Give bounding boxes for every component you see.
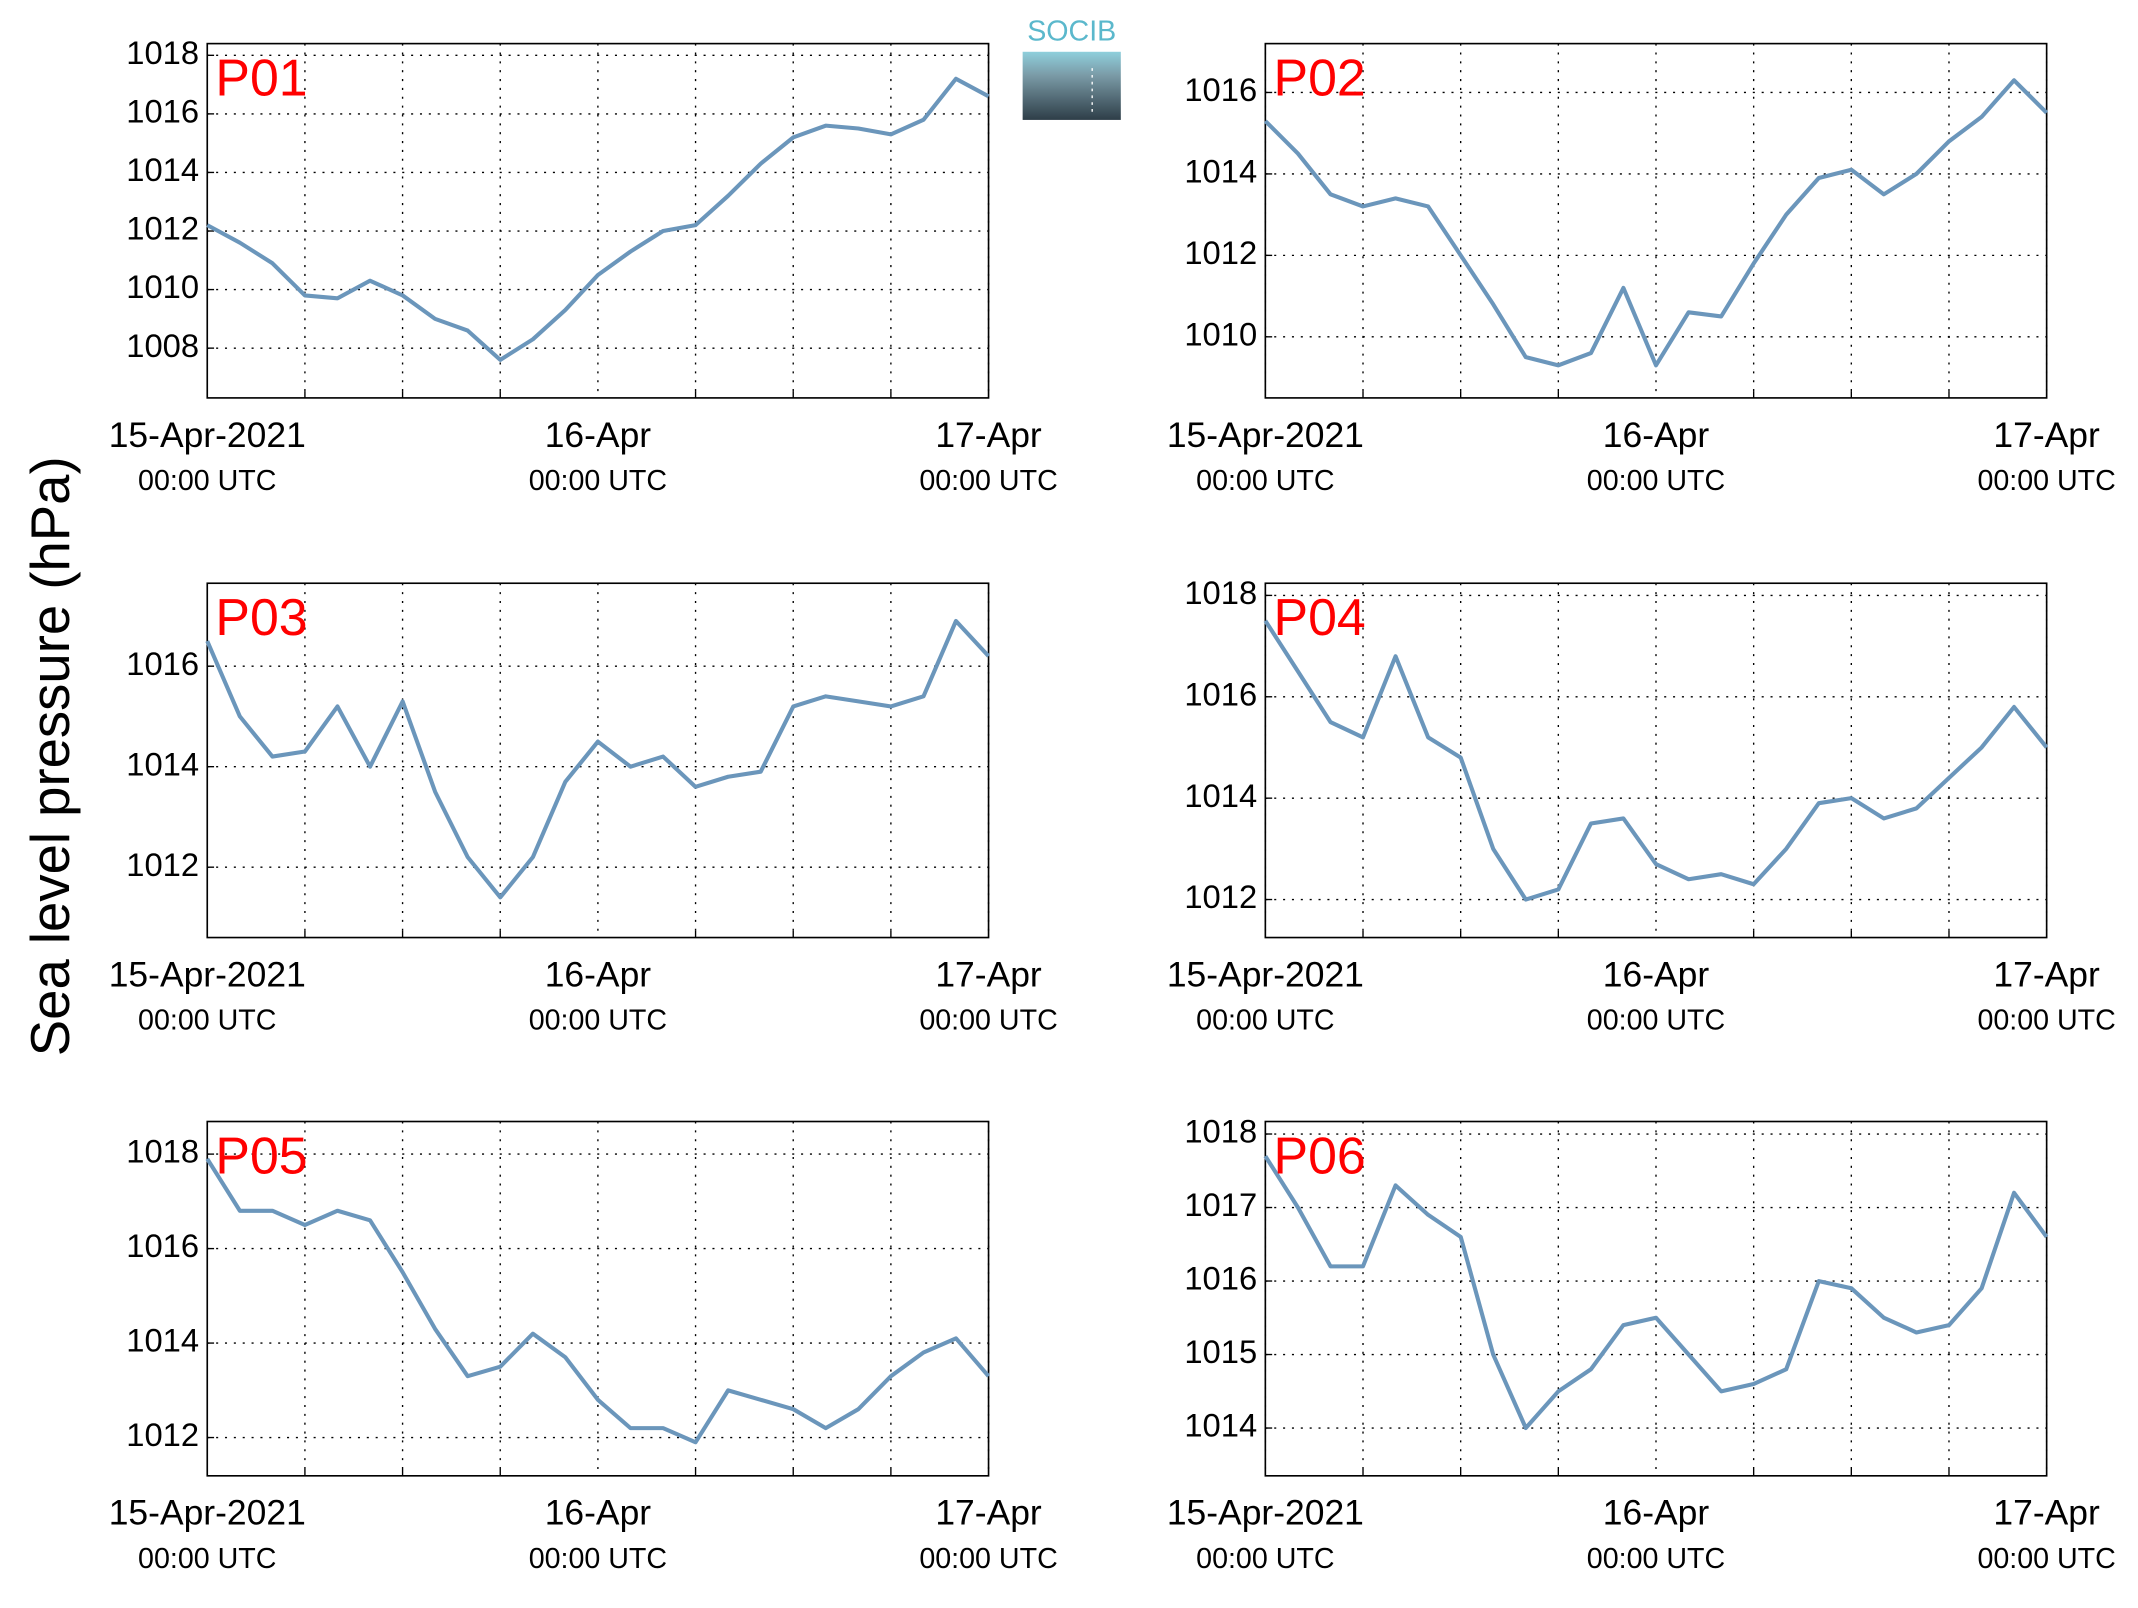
- y-tick-label: 1012: [1184, 234, 1257, 271]
- y-tick-label: 1014: [1184, 153, 1257, 190]
- x-tick-sublabel: 00:00 UTC: [1977, 1005, 2115, 1037]
- data-line: [1263, 619, 2049, 902]
- y-tick-label: 1016: [1184, 1260, 1257, 1297]
- x-tick-sublabel: 00:00 UTC: [1977, 465, 2115, 497]
- y-tick-label: 1012: [126, 1416, 199, 1453]
- x-tick-sublabel: 00:00 UTC: [529, 1005, 667, 1037]
- x-tick-label: 15-Apr-2021: [109, 954, 306, 994]
- x-tick-sublabel: 00:00 UTC: [529, 465, 667, 497]
- x-tick-label: 15-Apr-2021: [109, 415, 306, 455]
- y-tick-label: 1010: [126, 268, 199, 305]
- panel-title: P05: [215, 1126, 307, 1184]
- x-tick-label: 15-Apr-2021: [1167, 954, 1364, 994]
- x-tick-label: 16-Apr: [545, 1493, 652, 1533]
- panel-title: P04: [1274, 588, 1366, 646]
- plot-frame: [206, 1120, 990, 1477]
- logo-box: [1022, 51, 1121, 120]
- x-tick-label: 17-Apr: [935, 1493, 1042, 1533]
- panel-title: P01: [215, 48, 307, 106]
- x-tick-label: 17-Apr: [1993, 415, 2100, 455]
- x-tick-label: 17-Apr: [1993, 1493, 2100, 1533]
- y-tick-label: 1018: [1184, 574, 1257, 611]
- y-tick-label: 1010: [1184, 315, 1257, 352]
- plot-frame: [206, 42, 990, 399]
- plot-frame: [1264, 582, 2048, 939]
- y-tick-label: 1016: [126, 1227, 199, 1264]
- x-tick-label: 17-Apr: [935, 415, 1042, 455]
- x-tick-label: 16-Apr: [1603, 954, 1710, 994]
- y-tick-label: 1014: [1184, 777, 1257, 814]
- y-tick-label: 1018: [126, 34, 199, 71]
- x-tick-sublabel: 00:00 UTC: [1587, 1005, 1725, 1037]
- x-tick-sublabel: 00:00 UTC: [919, 1005, 1057, 1037]
- y-tick-label: 1012: [1184, 878, 1257, 915]
- y-tick-label: 1014: [126, 151, 199, 188]
- x-tick-sublabel: 00:00 UTC: [1587, 465, 1725, 497]
- y-tick-label: 1012: [126, 846, 199, 883]
- x-tick-label: 16-Apr: [1603, 1493, 1710, 1533]
- y-tick-label: 1008: [126, 327, 199, 364]
- x-tick-label: 15-Apr-2021: [109, 1493, 306, 1533]
- x-tick-sublabel: 00:00 UTC: [919, 465, 1057, 497]
- x-tick-sublabel: 00:00 UTC: [138, 1005, 276, 1037]
- data-line: [1263, 78, 2049, 368]
- y-tick-label: 1016: [1184, 71, 1257, 108]
- data-line: [205, 1157, 991, 1445]
- x-tick-sublabel: 00:00 UTC: [1196, 465, 1334, 497]
- y-tick-label: 1016: [126, 645, 199, 682]
- y-tick-label: 1014: [126, 745, 199, 782]
- x-tick-label: 17-Apr: [935, 954, 1042, 994]
- y-tick-label: 1018: [1184, 1113, 1257, 1150]
- plot-frame: [206, 582, 990, 939]
- data-line: [1263, 1155, 2049, 1431]
- data-line: [205, 618, 991, 900]
- x-tick-label: 16-Apr: [1603, 415, 1710, 455]
- x-tick-label: 16-Apr: [545, 954, 652, 994]
- x-tick-sublabel: 00:00 UTC: [1977, 1543, 2115, 1575]
- y-tick-label: 1012: [126, 210, 199, 247]
- data-line: [206, 76, 990, 362]
- x-tick-sublabel: 00:00 UTC: [1196, 1543, 1334, 1575]
- y-tick-label: 1016: [1184, 675, 1257, 712]
- x-tick-label: 15-Apr-2021: [1167, 415, 1364, 455]
- x-tick-sublabel: 00:00 UTC: [529, 1543, 667, 1575]
- y-tick-label: 1014: [1184, 1407, 1257, 1444]
- logo-text: SOCIB: [1027, 15, 1116, 47]
- x-tick-label: 16-Apr: [545, 415, 652, 455]
- plot-frame: [1264, 1120, 2048, 1477]
- y-tick-label: 1017: [1184, 1186, 1257, 1223]
- x-tick-sublabel: 00:00 UTC: [1196, 1005, 1334, 1037]
- plot-frame: [1264, 42, 2048, 399]
- y-axis-label: Sea level pressure (hPa): [20, 456, 81, 1056]
- panel-title: P06: [1274, 1126, 1366, 1184]
- x-tick-sublabel: 00:00 UTC: [1587, 1543, 1725, 1575]
- panel-title: P03: [215, 588, 307, 646]
- x-tick-sublabel: 00:00 UTC: [138, 465, 276, 497]
- y-tick-label: 1016: [126, 93, 199, 130]
- y-tick-label: 1015: [1184, 1333, 1257, 1370]
- y-tick-label: 1014: [126, 1322, 199, 1359]
- panel-title: P02: [1274, 48, 1366, 106]
- y-tick-label: 1018: [126, 1133, 199, 1170]
- x-tick-label: 15-Apr-2021: [1167, 1493, 1364, 1533]
- x-tick-label: 17-Apr: [1993, 954, 2100, 994]
- x-tick-sublabel: 00:00 UTC: [138, 1543, 276, 1575]
- x-tick-sublabel: 00:00 UTC: [919, 1543, 1057, 1575]
